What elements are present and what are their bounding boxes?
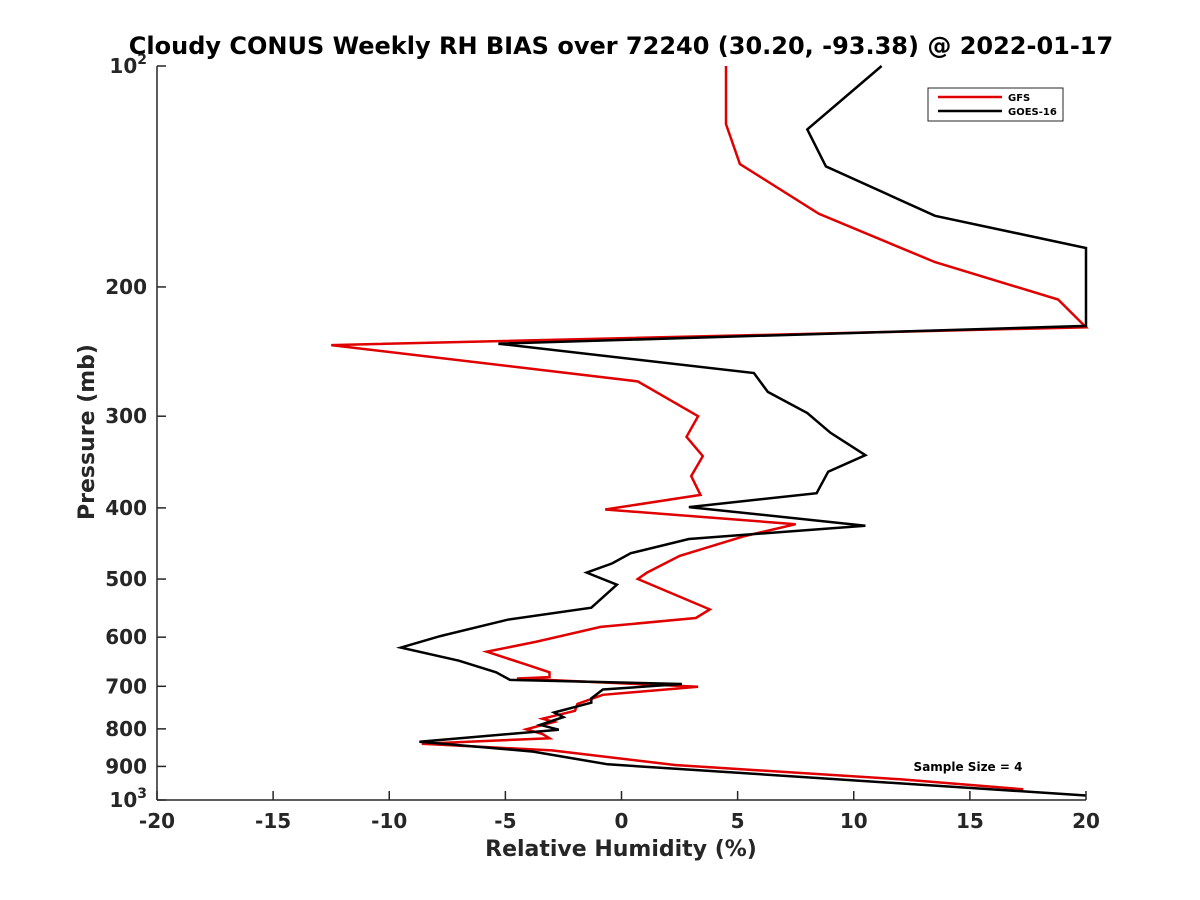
y-tick-label: 800 [105, 717, 147, 741]
series-line-goes16 [395, 65, 1088, 797]
y-tick-label-power: 102 [109, 52, 147, 78]
x-axis-label: Relative Humidity (%) [485, 837, 757, 862]
x-tick-label: -5 [494, 809, 516, 833]
y-axis-label: Pressure (mb) [75, 344, 100, 520]
ticks: -20 -15 -10 -5 0 5 10 15 20 200 300 400 500 600 700 800… [105, 52, 1100, 833]
legend-box [927, 87, 1064, 122]
y-tick-label: 300 [105, 404, 147, 428]
y-tick-label: 600 [105, 625, 147, 649]
x-tick-label: -20 [139, 809, 175, 833]
x-tick-label: 15 [956, 809, 984, 833]
y-tick-label: 400 [105, 496, 147, 520]
y-tick-label: 200 [105, 275, 147, 299]
y-tick-label: 700 [105, 674, 147, 698]
x-tick-label: -15 [255, 809, 291, 833]
y-tick-label-exponent: 3 [137, 786, 147, 802]
plot-lines [331, 65, 1089, 797]
y-tick-label: 900 [105, 754, 147, 778]
y-tick-label-exponent: 2 [137, 52, 147, 68]
chart-title: Cloudy CONUS Weekly RH BIAS over 72240 (… [129, 32, 1113, 60]
legend: GFS GOES-16 [927, 87, 1064, 122]
sample-size-annotation: Sample Size = 4 [914, 760, 1023, 774]
y-tick-label-base: 10 [109, 54, 137, 78]
y-tick-label-power: 103 [109, 786, 147, 812]
y-tick-label-base: 10 [109, 788, 137, 812]
legend-gfs-label: GFS [1008, 93, 1030, 104]
y-tick-label: 500 [105, 567, 147, 591]
x-tick-label: 0 [615, 809, 629, 833]
x-tick-label: 5 [731, 809, 745, 833]
x-tick-label: 10 [840, 809, 868, 833]
legend-goes16-label: GOES-16 [1008, 107, 1057, 118]
x-tick-label: -10 [371, 809, 407, 833]
x-tick-label: 20 [1072, 809, 1100, 833]
series-line-gfs [331, 66, 1089, 791]
